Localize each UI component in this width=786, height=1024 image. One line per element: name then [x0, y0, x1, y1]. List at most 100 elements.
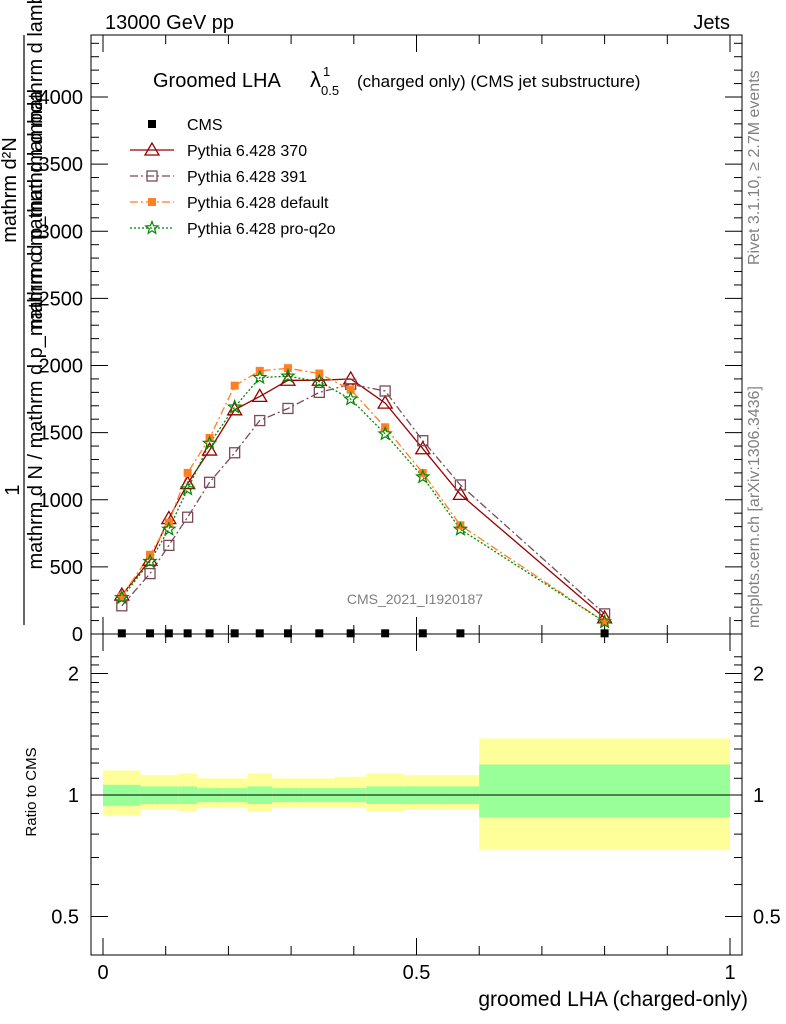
point-pythia-6-428-391 [417, 435, 429, 447]
title-rest: (charged only) (CMS jet substructure) [357, 72, 640, 91]
rivet-label: Rivet 3.1.10, ≥ 2.7M events [746, 70, 763, 265]
ratio-ytick-label-right: 1 [753, 785, 764, 807]
point-pythia-6-428-370 [414, 440, 431, 455]
point-pythia-6-428-default [117, 592, 126, 601]
main-ytick-label: 0 [72, 624, 83, 646]
point-pythia-6-428-370 [452, 486, 469, 501]
main-ytick-label: 1000 [39, 490, 84, 512]
legend-marker [144, 219, 160, 235]
legend-label: Pythia 6.428 pro-q2o [187, 221, 336, 238]
ylabel-overlay-2: mathrm d p_mathrm d mathrm d lambda [25, 0, 47, 329]
legend-label: CMS [187, 117, 223, 134]
x-axis-label: groomed LHA (charged-only) [478, 988, 748, 1011]
point-pythia-6-428-default [418, 468, 427, 477]
ratio-ytick-label-right: 2 [753, 664, 764, 686]
legend-marker [148, 120, 156, 128]
main-y-label: 1 mathrm d N / mathrm d p_mathrm d mathr… [0, 0, 47, 625]
point-cms [456, 629, 465, 638]
ylabel-numerator: 1 [2, 484, 24, 495]
xtick-label: 0.5 [403, 962, 431, 984]
legend-marker [143, 141, 161, 156]
point-pythia-6-428-pro-q2o [415, 468, 431, 484]
point-pythia-6-428-370 [179, 475, 196, 490]
series-line-pythia-6-428-391 [121, 383, 606, 615]
ratio-y-axis: 0.5 0.5 1 1 2 2 [51, 656, 781, 929]
series-markers [113, 364, 613, 638]
point-cms [230, 629, 239, 638]
point-pythia-6-428-pro-q2o [452, 521, 469, 536]
point-pythia-6-428-370 [377, 394, 394, 409]
point-pythia-6-428-pro-q2o [179, 480, 196, 496]
ratio-ytick-label: 2 [68, 664, 79, 686]
point-cms [255, 629, 264, 638]
plot-title: Groomed LHA λ 1 0.5 (charged only) (CMS … [153, 64, 640, 98]
main-ytick-label: 1500 [39, 423, 84, 445]
point-cms [418, 629, 427, 638]
point-pythia-6-428-391 [163, 539, 175, 552]
legend-entry-pythia-6-428-pro-q2o: Pythia 6.428 pro-q2o [130, 219, 336, 238]
series-line-pythia-6-428-370 [121, 378, 606, 619]
ylabel-denominator: mathrm d N / mathrm d p_mathrm d mathrm … [25, 90, 47, 570]
point-pythia-6-428-pro-q2o [311, 373, 328, 389]
point-cms [315, 629, 324, 638]
ratio-ytick-label: 0.5 [51, 907, 79, 929]
xtick-label: 1 [724, 962, 735, 984]
point-pythia-6-428-pro-q2o [596, 613, 613, 629]
legend-entry-pythia-6-428-370: Pythia 6.428 370 [130, 141, 307, 160]
main-ytick-label: 4000 [39, 87, 84, 109]
point-pythia-6-428-pro-q2o [161, 521, 177, 536]
legend-entry-pythia-6-428-391: Pythia 6.428 391 [130, 169, 307, 186]
point-pythia-6-428-391 [144, 567, 156, 580]
point-cms [346, 629, 355, 638]
ratio-ytick-label: 1 [68, 785, 79, 807]
legend-entry-cms: CMS [148, 117, 223, 134]
point-cms [117, 629, 126, 638]
point-pythia-6-428-default [346, 385, 355, 394]
point-cms [600, 629, 609, 638]
legend-marker [148, 198, 156, 206]
ratio-bands [103, 738, 730, 851]
point-pythia-6-428-391 [379, 385, 391, 397]
point-pythia-6-428-default [230, 381, 239, 390]
point-pythia-6-428-default [600, 617, 609, 626]
point-pythia-6-428-391 [282, 402, 294, 415]
point-pythia-6-428-391 [454, 479, 467, 491]
point-pythia-6-428-default [183, 468, 192, 477]
point-pythia-6-428-pro-q2o [252, 369, 268, 385]
legend-marker [146, 170, 158, 182]
header-left: 13000 GeV pp [105, 12, 234, 34]
point-pythia-6-428-391 [254, 414, 266, 427]
title-lambda: λ [310, 67, 321, 92]
point-pythia-6-428-370 [251, 388, 268, 403]
ratio-ytick-label-right: 0.5 [753, 907, 781, 929]
point-cms [164, 629, 173, 638]
point-pythia-6-428-pro-q2o [377, 425, 393, 441]
point-pythia-6-428-370 [342, 370, 359, 385]
point-pythia-6-428-default [456, 521, 465, 530]
main-ytick-label: 2000 [39, 356, 84, 378]
main-y-axis: 0 500 1000 1500 2000 2500 3000 3500 4000 [39, 42, 742, 646]
point-pythia-6-428-pro-q2o [342, 390, 359, 406]
point-pythia-6-428-pro-q2o [201, 435, 218, 450]
point-pythia-6-428-pro-q2o [280, 368, 296, 383]
point-pythia-6-428-pro-q2o [226, 398, 243, 414]
title-sub: 0.5 [321, 83, 339, 98]
point-cms [183, 629, 192, 638]
point-pythia-6-428-391 [203, 476, 216, 488]
title-main: Groomed LHA [153, 70, 281, 92]
point-pythia-6-428-391 [181, 511, 194, 523]
series-lines [121, 367, 606, 623]
xtick-label: 0 [97, 962, 108, 984]
series-line-pythia-6-428-default [121, 367, 605, 623]
analysis-watermark: CMS_2021_I1920187 [347, 591, 483, 607]
legend-entry-pythia-6-428-default: Pythia 6.428 default [130, 195, 329, 212]
point-pythia-6-428-pro-q2o [142, 553, 158, 569]
series-line-pythia-6-428-pro-q2o [121, 375, 605, 623]
ylabel-overlay: mathrm d²N [0, 137, 21, 243]
main-ytick-label: 500 [50, 557, 83, 579]
ratio-band-green [479, 764, 730, 818]
legend: CMS Pythia 6.428 370 Pythia 6.428 391 Pythi… [130, 117, 336, 238]
legend-label: Pythia 6.428 370 [187, 143, 307, 160]
point-pythia-6-428-391 [229, 447, 241, 459]
